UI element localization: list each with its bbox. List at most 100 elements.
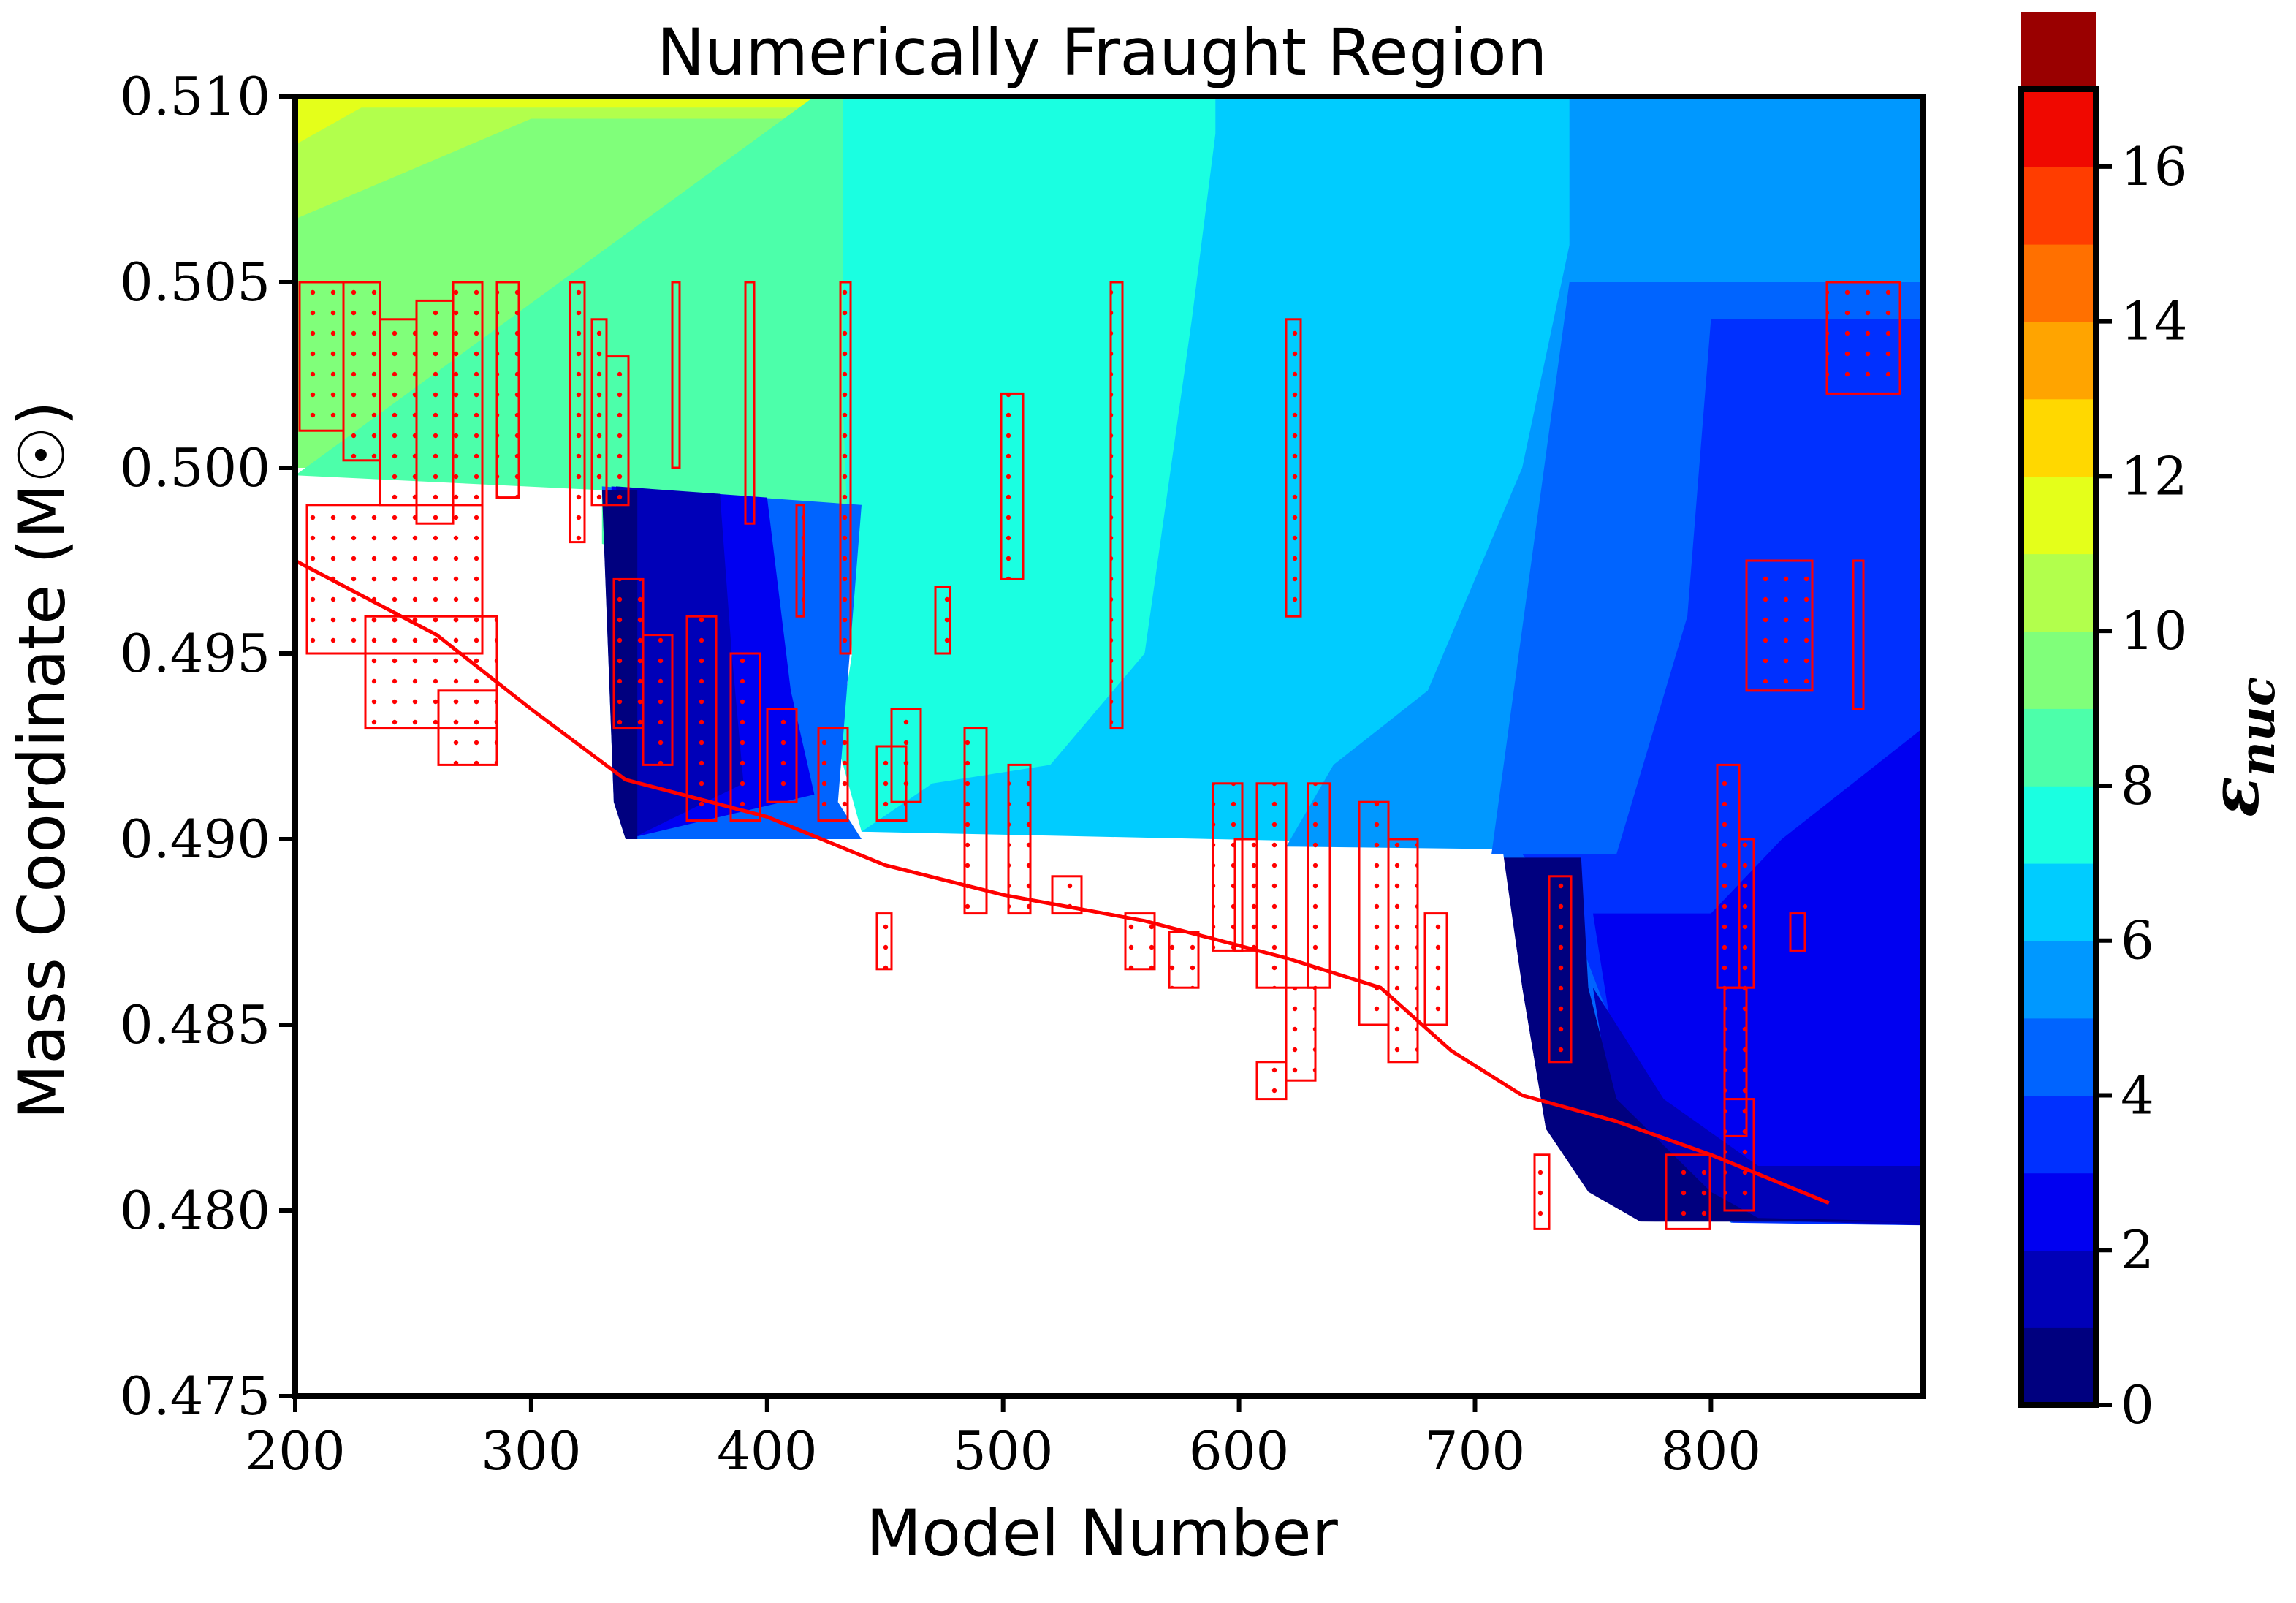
contour-layer xyxy=(295,96,1923,1396)
contour-band xyxy=(1592,727,1923,1226)
fraught-region xyxy=(1358,800,1390,1026)
colorbar-tick-label: 10 xyxy=(2121,600,2188,662)
fraught-region xyxy=(1387,838,1419,1064)
colorbar-segment xyxy=(2021,1250,2096,1328)
colorbar-segment xyxy=(2021,631,2096,709)
colorbar-segment xyxy=(2021,553,2096,632)
colorbar-segment xyxy=(2021,1327,2096,1406)
fraught-region xyxy=(963,727,988,915)
fraught-region xyxy=(1285,986,1317,1082)
x-tick-label: 400 xyxy=(717,1420,817,1482)
fraught-region xyxy=(1168,931,1200,989)
fraught-region xyxy=(744,281,756,525)
fraught-region xyxy=(1000,392,1025,580)
colorbar-tick-label: 8 xyxy=(2121,755,2154,816)
colorbar-label: εnuc xyxy=(2195,677,2286,817)
fraught-region xyxy=(1723,1098,1755,1212)
colorbar-tick-label: 12 xyxy=(2121,445,2188,507)
fraught-region xyxy=(1665,1153,1711,1230)
fraught-region xyxy=(890,708,922,803)
colorbar-segment xyxy=(2021,12,2096,90)
x-tick-label: 700 xyxy=(1425,1420,1525,1482)
x-tick-label: 600 xyxy=(1189,1420,1289,1482)
fraught-region xyxy=(437,689,498,766)
fraught-region xyxy=(379,318,418,507)
fraught-region xyxy=(1738,838,1755,989)
fraught-region xyxy=(1307,782,1331,989)
colorbar-tick-label: 2 xyxy=(2121,1219,2154,1281)
colorbar-segment xyxy=(2021,708,2096,787)
colorbar xyxy=(2021,12,2096,1406)
y-tick-label: 0.490 xyxy=(120,808,270,870)
colorbar-label-epsilon: ε xyxy=(2195,776,2274,817)
fraught-region xyxy=(569,281,586,544)
fraught-region xyxy=(685,615,718,822)
fraught-region xyxy=(1548,875,1573,1064)
fraught-region xyxy=(671,281,681,469)
fraught-region xyxy=(415,299,455,525)
fraught-region xyxy=(642,634,674,766)
fraught-region xyxy=(1109,281,1124,730)
colorbar-label-subscript: nuc xyxy=(2229,677,2286,776)
colorbar-segment xyxy=(2021,1017,2096,1096)
y-tick-label: 0.510 xyxy=(120,66,270,127)
fraught-region xyxy=(1789,912,1806,952)
colorbar-segment xyxy=(2021,243,2096,322)
fraught-region xyxy=(1423,912,1448,1026)
y-tick-label: 0.475 xyxy=(120,1365,270,1427)
colorbar-segment xyxy=(2021,89,2096,167)
colorbar-tick-label: 0 xyxy=(2121,1374,2154,1436)
chart-title: Numerically Fraught Region xyxy=(657,15,1548,90)
colorbar-segment xyxy=(2021,398,2096,477)
colorbar-segment xyxy=(2021,863,2096,941)
unburned-region xyxy=(295,475,1923,1396)
colorbar-segment xyxy=(2021,785,2096,864)
colorbar-tick-label: 4 xyxy=(2121,1064,2154,1126)
fraught-region xyxy=(612,577,645,730)
fraught-region xyxy=(1852,559,1865,710)
x-tick-label: 300 xyxy=(481,1420,581,1482)
colorbar-tick-label: 14 xyxy=(2121,291,2188,352)
y-axis-ticks: 0.475 0.480 0.485 0.490 0.495 0.500 0.505 0.510 xyxy=(120,66,295,1427)
fraught-region xyxy=(1716,763,1741,989)
colorbar-segment xyxy=(2021,940,2096,1019)
fraught-region xyxy=(1825,281,1901,395)
colorbar-ticks: 0 2 4 6 8 10 12 14 16 xyxy=(2096,136,2188,1436)
colorbar-tick-label: 6 xyxy=(2121,910,2154,971)
colorbar-segment xyxy=(2021,321,2096,400)
x-tick-label: 500 xyxy=(953,1420,1053,1482)
y-tick-label: 0.495 xyxy=(120,623,270,684)
fraught-region xyxy=(298,281,345,432)
x-axis-ticks: 200 300 400 500 600 700 800 xyxy=(245,1396,1761,1482)
fraught-region xyxy=(605,355,630,507)
fraught-region xyxy=(1533,1153,1551,1230)
fraught-region xyxy=(1745,559,1814,692)
plot-frame xyxy=(292,94,1926,1399)
colorbar-tick-label: 16 xyxy=(2121,136,2188,197)
fraught-region xyxy=(766,708,798,803)
fraught-region xyxy=(1285,318,1302,618)
fraught-region xyxy=(934,586,951,655)
x-tick-label: 200 xyxy=(245,1420,345,1482)
y-axis-label: Mass Coordinate (M☉) xyxy=(4,401,80,1119)
fraught-region xyxy=(817,727,849,822)
fraught-region xyxy=(1007,763,1032,915)
plot-area xyxy=(295,96,1923,1396)
fraught-region xyxy=(795,504,805,618)
fraught-region xyxy=(1233,838,1258,952)
y-tick-label: 0.505 xyxy=(120,251,270,313)
colorbar-segment xyxy=(2021,1095,2096,1174)
y-tick-label: 0.485 xyxy=(120,994,270,1056)
x-axis-label: Model Number xyxy=(866,1496,1339,1571)
colorbar-segment xyxy=(2021,476,2096,555)
hatch-layer xyxy=(295,281,1901,1230)
fraught-region xyxy=(342,281,381,462)
colorbar-frame xyxy=(2018,86,2099,1408)
y-axis-label-text: Mass Coordinate (M☉) xyxy=(4,401,80,1119)
colorbar-segment xyxy=(2021,166,2096,245)
y-tick-label: 0.500 xyxy=(120,437,270,499)
fraught-region xyxy=(839,281,852,655)
y-tick-label: 0.480 xyxy=(120,1180,270,1241)
x-tick-label: 800 xyxy=(1661,1420,1761,1482)
